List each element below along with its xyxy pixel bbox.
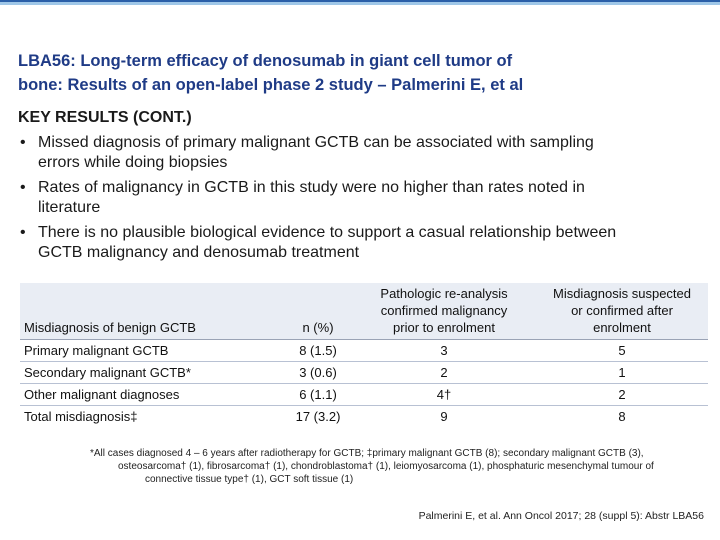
table-cell: 8 [618, 409, 626, 424]
table-cell: 2 [536, 383, 708, 406]
table-row: Primary malignant GCTB 8 (1.5) 3 5 [20, 339, 708, 362]
citation: Palmerini E, et al. Ann Oncol 2017; 28 (… [418, 510, 704, 522]
header-line: Pathologic re-analysis [380, 286, 508, 301]
bullet-line: GCTB malignancy and denosumab treatment [38, 244, 360, 261]
bullet-line: Missed diagnosis of primary malignant GC… [38, 134, 594, 151]
misdiagnosis-table: Misdiagnosis of benign GCTB n (%) Pathol… [20, 283, 708, 427]
table-cell: 9 [440, 409, 448, 424]
footnote-line-2: osteosarcoma† (1), fibrosarcoma† (1), ch… [118, 461, 654, 472]
table-cell: 5 [536, 339, 708, 362]
table-header-row: Misdiagnosis of benign GCTB n (%) Pathol… [20, 283, 708, 340]
table-cell: 4† [352, 383, 536, 406]
header-rule-light [0, 2, 720, 5]
bullet-marker: • [20, 134, 26, 151]
header-line: confirmed malignancy [380, 303, 508, 318]
header-line: Misdiagnosis suspected [552, 286, 692, 301]
bullet-marker: • [20, 224, 26, 241]
header-line: prior to enrolment [393, 320, 495, 335]
table-cell: 6 (1.1) [284, 383, 352, 406]
bullet-item: • Missed diagnosis of primary malignant … [18, 133, 708, 173]
table-cell: 3 [352, 339, 536, 362]
table-cell: 8 (1.5) [284, 339, 352, 362]
table-cell: 2 [352, 361, 536, 384]
footnote-line-1: *All cases diagnosed 4 – 6 years after r… [90, 448, 644, 459]
table-footnote: *All cases diagnosed 4 – 6 years after r… [90, 447, 700, 486]
col-header-pathologic-reanalysis: Pathologic re-analysis confirmed maligna… [352, 283, 536, 340]
table-row: Total misdiagnosis‡ 17 (3.2) 9 8 [20, 406, 708, 428]
header-rule-dark [0, 0, 720, 2]
table-cell: Secondary malignant GCTB* [20, 361, 284, 384]
header-line: or confirmed after [571, 303, 673, 318]
bullet-item: • Rates of malignancy in GCTB in this st… [18, 178, 708, 218]
key-results-list: • Missed diagnosis of primary malignant … [18, 133, 708, 268]
bullet-item: • There is no plausible biological evide… [18, 223, 708, 263]
col-header-misdiagnosis: Misdiagnosis of benign GCTB [20, 283, 284, 340]
table-row: Secondary malignant GCTB* 3 (0.6) 2 1 [20, 361, 708, 384]
slide-title-line-1: LBA56: Long-term efficacy of denosumab i… [18, 52, 513, 70]
bullet-line: errors while doing biopsies [38, 154, 228, 171]
table-cell: Other malignant diagnoses [20, 383, 284, 406]
bullet-line: There is no plausible biological evidenc… [38, 224, 617, 241]
header-rule [0, 0, 720, 5]
bullet-line: literature [38, 199, 101, 216]
table-row: Other malignant diagnoses 6 (1.1) 4† 2 [20, 383, 708, 406]
col-header-misdiagnosis-suspected: Misdiagnosis suspected or confirmed afte… [536, 283, 708, 340]
col-header-n-percent: n (%) [284, 283, 352, 340]
slide-title: LBA56: Long-term efficacy of denosumab i… [18, 49, 708, 97]
bullet-line: Rates of malignancy in GCTB in this stud… [38, 179, 585, 196]
table-cell: 1 [536, 361, 708, 384]
table-cell: 17 (3.2) [295, 409, 341, 424]
bullet-marker: • [20, 179, 26, 196]
key-results-heading: KEY RESULTS (CONT.) [18, 109, 192, 126]
slide-title-line-2: bone: Results of an open-label phase 2 s… [18, 76, 524, 94]
table-cell: Primary malignant GCTB [20, 339, 284, 362]
header-line: enrolment [593, 320, 651, 335]
table-cell: 3 (0.6) [284, 361, 352, 384]
table-cell: Total misdiagnosis‡ [24, 409, 138, 424]
footnote-line-3: connective tissue type† (1), GCT soft ti… [145, 474, 354, 485]
